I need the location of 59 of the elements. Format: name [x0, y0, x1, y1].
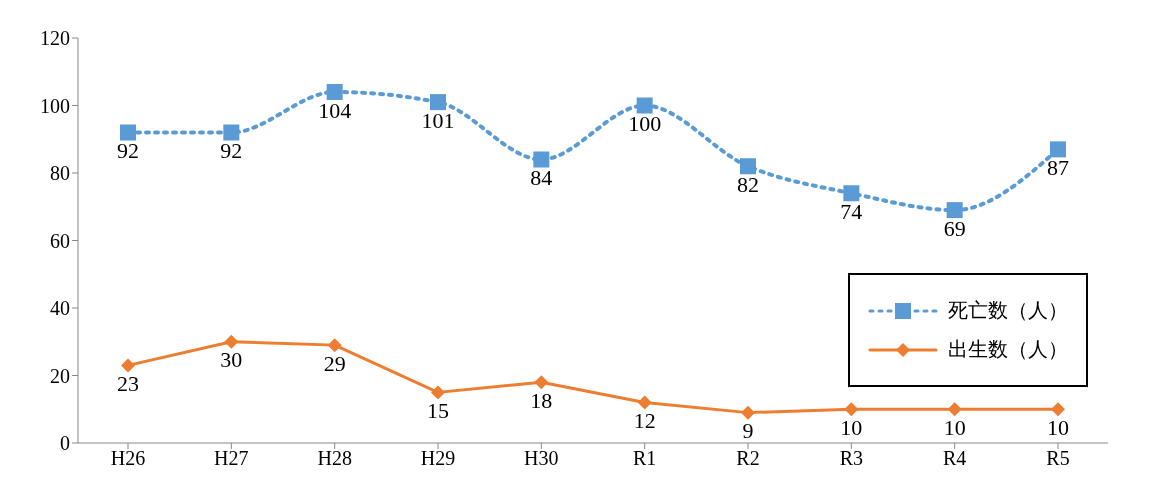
- data-label: 23: [117, 370, 139, 396]
- point: [844, 402, 859, 417]
- data-label: 10: [1047, 414, 1069, 440]
- data-label: 10: [943, 414, 966, 440]
- x-tick-label: R4: [942, 447, 967, 470]
- y-tick-label: 0: [60, 432, 70, 455]
- x-tick-label: H26: [110, 447, 146, 470]
- x-tick-label: H27: [214, 447, 249, 470]
- data-label: 15: [427, 397, 449, 423]
- data-label: 92: [117, 138, 139, 164]
- point: [223, 124, 240, 141]
- point: [534, 375, 549, 390]
- y-tick-label: 120: [40, 27, 70, 50]
- x-tick-label: R2: [736, 447, 760, 470]
- data-label: 12: [633, 408, 656, 434]
- data-label: 101: [421, 107, 455, 133]
- data-label: 84: [530, 165, 553, 191]
- data-label: 92: [220, 138, 243, 164]
- point: [431, 385, 445, 400]
- data-label: 74: [840, 198, 863, 224]
- point: [1050, 141, 1066, 158]
- point: [430, 94, 446, 111]
- data-label: 69: [943, 215, 966, 241]
- point: [843, 185, 860, 202]
- point: [741, 405, 755, 420]
- point: [740, 158, 756, 175]
- x-tick-label: H29: [420, 447, 456, 470]
- legend-label: 死亡数（人）: [948, 298, 1068, 323]
- y-tick-label: 20: [50, 364, 70, 387]
- point: [637, 395, 652, 410]
- y-tick-label: 80: [50, 162, 70, 185]
- point: [636, 97, 653, 114]
- data-label: 10: [840, 414, 863, 440]
- legend-label: 出生数（人）: [948, 337, 1068, 362]
- data-label: 100: [628, 111, 662, 137]
- point: [1051, 402, 1065, 417]
- y-tick-label: 40: [50, 297, 70, 320]
- x-tick-label: R1: [632, 447, 657, 470]
- x-tick-label: H28: [317, 447, 352, 470]
- data-label: 29: [323, 350, 346, 376]
- x-tick-label: R5: [1046, 447, 1070, 470]
- data-label: 30: [220, 347, 243, 373]
- point: [121, 358, 135, 373]
- data-label: 9: [742, 418, 754, 444]
- data-label: 104: [318, 97, 352, 123]
- point: [326, 84, 343, 100]
- point: [533, 151, 550, 168]
- x-tick-label: H30: [524, 447, 559, 470]
- x-tick-label: R3: [839, 447, 864, 470]
- data-label: 18: [530, 387, 553, 413]
- point: [327, 338, 342, 353]
- point: [947, 402, 962, 417]
- point: [120, 124, 136, 141]
- point: [224, 334, 239, 349]
- data-label: 82: [737, 171, 759, 197]
- data-label: 87: [1047, 154, 1069, 180]
- y-tick-label: 100: [40, 94, 70, 117]
- point: [946, 202, 963, 219]
- y-tick-label: 60: [50, 229, 70, 252]
